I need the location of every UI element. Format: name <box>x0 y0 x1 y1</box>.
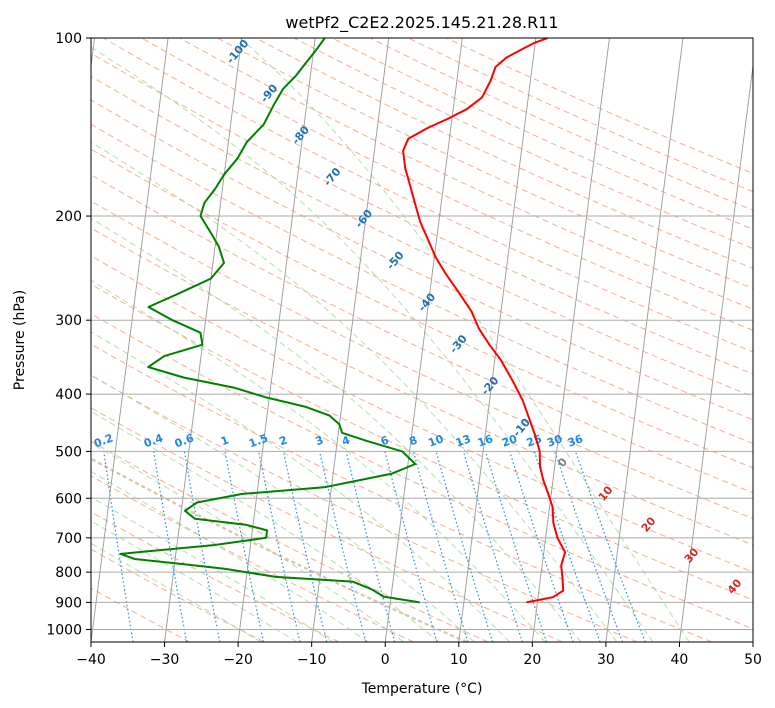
moist-adiabat-line <box>91 279 546 642</box>
isotherm-line <box>384 38 463 642</box>
isotherm-line <box>311 38 390 642</box>
plot-area: -100-90-80-70-60-50-40-30-20-10010203040… <box>91 38 753 642</box>
mixing-ratio-label: 13 <box>454 432 473 449</box>
dry-adiabat-line <box>217 38 753 290</box>
dry-adiabat-line <box>91 99 753 421</box>
y-tick-label: 300 <box>55 313 82 329</box>
y-axis-title: Pressure (hPa) <box>12 290 28 390</box>
chart-title: wetPf2_C2E2.2025.145.21.28.R11 <box>285 13 558 33</box>
isotherms <box>91 38 753 642</box>
isotherm-line <box>531 38 610 642</box>
mixing-ratio-label: 30 <box>545 432 564 450</box>
x-tick-label: −40 <box>76 652 106 668</box>
mixing-ratio-label: 36 <box>566 432 585 450</box>
mixing-ratio-label: 0.4 <box>142 431 165 450</box>
dry-adiabat-line <box>91 343 712 642</box>
dry-adiabat-line <box>91 174 753 494</box>
moist-adiabat-line <box>91 442 404 642</box>
dry-adiabats <box>91 38 753 642</box>
mixing-ratio-line <box>509 451 574 642</box>
y-tick-label: 100 <box>55 31 82 47</box>
mixing-ratio-line <box>462 451 524 642</box>
x-tick-label: 40 <box>671 652 689 668</box>
mixing-ratio-line <box>282 451 328 642</box>
dry-adiabat-line <box>91 548 265 642</box>
y-tick-label: 500 <box>55 444 82 460</box>
y-tick-label: 900 <box>55 595 82 611</box>
mixing-ratio-label: 1 <box>219 434 231 449</box>
sounding-series <box>119 38 567 604</box>
x-axis-title: Temperature (°C) <box>361 681 483 697</box>
x-tick-label: 0 <box>381 652 390 668</box>
isotherm-line <box>91 38 169 642</box>
moist-adiabat-line <box>91 520 298 642</box>
x-tick-label: 10 <box>450 652 468 668</box>
isotherm-line <box>605 38 684 642</box>
mixing-ratio-lines <box>103 451 646 642</box>
dry-adiabat-line <box>91 313 753 630</box>
temperature-profile-line <box>402 38 567 604</box>
dry-adiabat-line <box>103 38 753 353</box>
x-tick-label: −30 <box>150 652 180 668</box>
mixing-ratio-label: 0.2 <box>92 432 115 451</box>
dry-adiabat-line <box>91 123 753 445</box>
mixing-ratio-label: 0.6 <box>173 431 196 450</box>
dry-adiabat-line <box>91 407 563 642</box>
moist-adiabat-line <box>91 496 333 642</box>
mixing-ratio-line <box>574 451 646 642</box>
isotherm-line <box>164 38 243 642</box>
dry-adiabat-line <box>91 255 753 573</box>
mixing-ratio-label: 6 <box>379 433 391 448</box>
dry-adiabat-line <box>91 440 489 642</box>
dry-adiabat-line <box>91 227 753 546</box>
mixing-ratio-line <box>258 451 301 642</box>
isotherm-line <box>458 38 537 642</box>
mixing-ratio-label: 2 <box>277 434 289 449</box>
x-tick-label: −20 <box>223 652 253 668</box>
mixing-ratio-label: 8 <box>407 434 419 449</box>
mixing-ratio-label: 4 <box>340 433 352 448</box>
isotherm-line <box>237 38 316 642</box>
isobars <box>91 38 753 630</box>
mixing-ratio-line <box>319 451 367 642</box>
dry-adiabat-line <box>91 200 753 520</box>
x-tick-label: 30 <box>597 652 615 668</box>
y-axis-ticks: 100 200 300 400 500 600 700 800 900 1000 <box>46 31 91 638</box>
mixing-ratio-line <box>384 451 438 642</box>
x-tick-label: 20 <box>523 652 541 668</box>
mixing-ratio-label: 10 <box>427 432 446 450</box>
moist-adiabat-line <box>91 217 582 642</box>
x-tick-label: 50 <box>744 652 762 668</box>
dry-adiabat-line <box>91 511 340 642</box>
x-tick-label: −10 <box>297 652 327 668</box>
y-tick-label: 400 <box>55 387 82 403</box>
y-tick-label: 600 <box>55 491 82 507</box>
dry-adiabat-line <box>91 374 638 642</box>
dewpoint-profile-line <box>119 38 420 604</box>
x-axis-ticks: −40 −30 −20 −10 0 10 20 30 40 50 <box>76 642 762 668</box>
mixing-ratio-line <box>435 451 494 642</box>
mixing-ratio-label: 3 <box>314 434 326 449</box>
y-tick-label: 200 <box>55 209 82 225</box>
mixing-ratio-line <box>412 451 469 642</box>
moist-adiabat-line <box>91 331 511 642</box>
reference-curve <box>91 457 468 642</box>
plot-frame <box>90 37 754 643</box>
mixing-ratio-line <box>484 451 548 642</box>
moist-adiabat-line <box>91 46 654 642</box>
isotherm-line <box>678 62 753 642</box>
mixing-ratio-label: 16 <box>476 432 495 450</box>
moist-adiabat-line <box>91 470 369 642</box>
mixing-ratio-label: 20 <box>500 432 519 450</box>
mixing-ratio-label: 1.5 <box>247 432 270 451</box>
y-tick-label: 1000 <box>46 622 82 638</box>
mixing-ratio-line <box>554 451 624 642</box>
moist-adiabat-line <box>91 374 475 642</box>
y-tick-label: 700 <box>55 531 82 547</box>
y-tick-label: 800 <box>55 565 82 581</box>
moist-adiabat-line <box>91 542 262 642</box>
